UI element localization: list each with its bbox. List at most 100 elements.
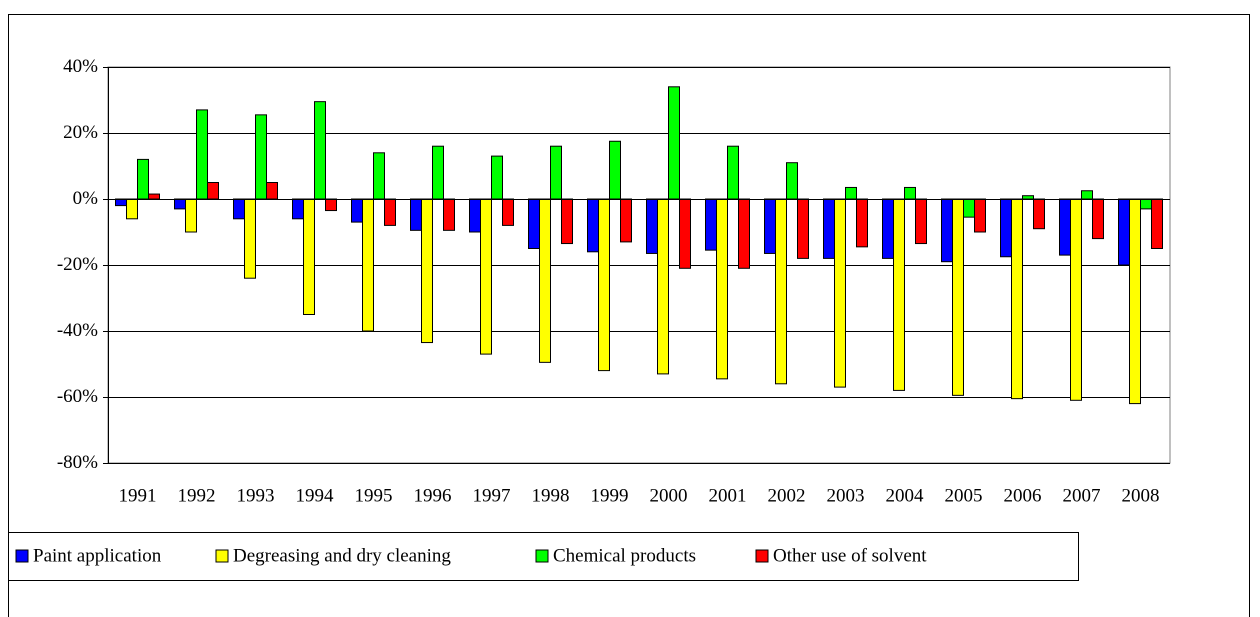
bar xyxy=(904,186,916,200)
bar xyxy=(598,198,610,372)
bar xyxy=(421,198,433,344)
bar xyxy=(1011,198,1023,400)
bar xyxy=(362,198,374,332)
bar xyxy=(561,198,573,245)
bar xyxy=(255,114,267,200)
bar xyxy=(727,145,739,200)
bar xyxy=(1151,198,1163,249)
bar xyxy=(620,198,632,243)
bar xyxy=(1000,198,1012,258)
bar xyxy=(1118,198,1130,266)
bar xyxy=(668,86,680,200)
bar xyxy=(314,101,326,200)
x-tick-label: 2008 xyxy=(1122,485,1160,506)
bar xyxy=(797,198,809,259)
x-tick-label: 1997 xyxy=(473,485,511,506)
x-tick-label: 1995 xyxy=(355,485,393,506)
bar xyxy=(882,198,894,259)
bar xyxy=(657,198,669,375)
bar xyxy=(834,198,846,388)
bar xyxy=(207,182,219,200)
x-tick-label: 1994 xyxy=(296,485,335,506)
bar xyxy=(1059,198,1071,256)
bar xyxy=(716,198,728,380)
legend-label: Chemical products xyxy=(553,545,696,566)
bar xyxy=(823,198,835,259)
bar xyxy=(1140,198,1152,210)
x-tick-label: 1993 xyxy=(237,485,275,506)
x-tick-label: 2006 xyxy=(1004,485,1042,506)
bar xyxy=(893,198,905,391)
bar xyxy=(351,198,363,223)
bar xyxy=(410,198,422,231)
bar xyxy=(679,198,691,269)
y-tick-label: 20% xyxy=(63,122,98,143)
bar xyxy=(915,198,927,245)
bar xyxy=(469,198,481,233)
bar xyxy=(174,198,186,210)
bar xyxy=(550,145,562,200)
bar xyxy=(292,198,304,220)
bar xyxy=(786,162,798,200)
bar xyxy=(528,198,540,249)
y-tick-label: -20% xyxy=(57,254,98,275)
chart-border xyxy=(8,14,1250,617)
bar xyxy=(587,198,599,253)
bar xyxy=(775,198,787,385)
bar xyxy=(856,198,868,248)
bar xyxy=(646,198,658,254)
bar xyxy=(764,198,776,254)
x-tick-label: 1991 xyxy=(119,485,157,506)
legend-label: Other use of solvent xyxy=(773,545,927,566)
x-tick-label: 2001 xyxy=(709,485,747,506)
bar xyxy=(480,198,492,355)
bar xyxy=(244,198,256,279)
bar xyxy=(963,198,975,218)
bar xyxy=(1033,198,1045,230)
bar xyxy=(738,198,750,269)
x-tick-label: 2000 xyxy=(650,485,688,506)
x-tick-label: 1992 xyxy=(178,485,216,506)
legend-swatch xyxy=(215,549,229,563)
bar xyxy=(373,152,385,200)
bar xyxy=(196,109,208,200)
x-tick-label: 2004 xyxy=(886,485,925,506)
bar xyxy=(609,140,621,200)
bar xyxy=(941,198,953,263)
bar xyxy=(126,198,138,220)
bar xyxy=(137,158,149,200)
bar xyxy=(1092,198,1104,240)
y-tick-label: 0% xyxy=(73,188,99,209)
y-tick-label: -80% xyxy=(57,452,98,473)
bar xyxy=(974,198,986,233)
legend-swatch xyxy=(755,549,769,563)
bar xyxy=(384,198,396,226)
bar xyxy=(491,155,503,200)
y-tick-label: -40% xyxy=(57,320,98,341)
bar xyxy=(432,145,444,200)
bar xyxy=(1129,198,1141,405)
bar xyxy=(539,198,551,363)
bar xyxy=(185,198,197,233)
bar xyxy=(303,198,315,315)
bar xyxy=(1081,190,1093,200)
legend-label: Paint application xyxy=(33,545,162,566)
bar xyxy=(845,186,857,200)
bar xyxy=(952,198,964,396)
x-tick-label: 1996 xyxy=(414,485,452,506)
bar xyxy=(233,198,245,220)
x-tick-label: 2002 xyxy=(768,485,806,506)
bar xyxy=(1022,195,1034,200)
x-tick-label: 1998 xyxy=(532,485,570,506)
y-tick-label: 40% xyxy=(63,56,98,77)
bar xyxy=(502,198,514,226)
x-tick-label: 2005 xyxy=(945,485,983,506)
bar xyxy=(443,198,455,231)
legend-label: Degreasing and dry cleaning xyxy=(233,545,451,566)
bar xyxy=(148,193,160,200)
legend-swatch xyxy=(535,549,549,563)
x-tick-label: 2007 xyxy=(1063,485,1101,506)
legend-swatch xyxy=(15,549,29,563)
bar xyxy=(1070,198,1082,401)
